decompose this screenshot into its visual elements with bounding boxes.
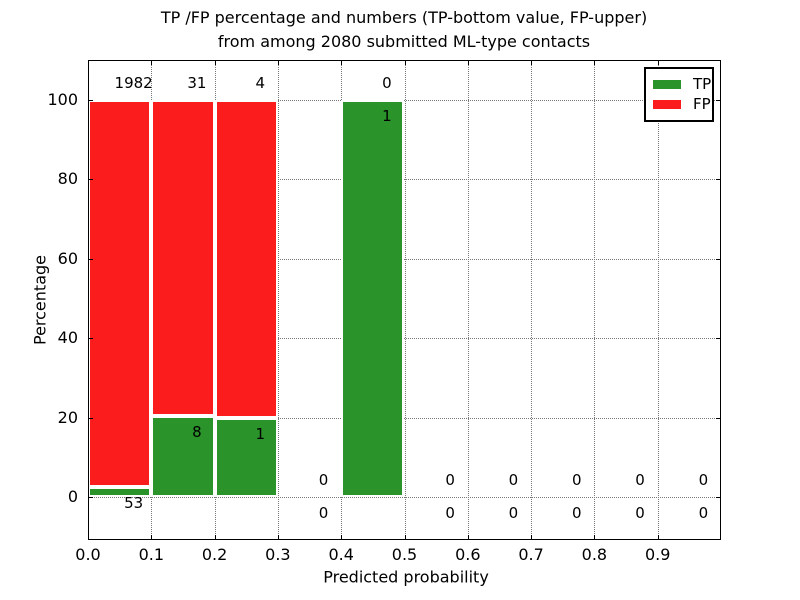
fp-bar: [214, 99, 278, 418]
tp-bar: [151, 415, 215, 498]
fp-bar: [151, 99, 215, 416]
y-tick-right: [716, 338, 721, 340]
x-tick: [277, 535, 279, 540]
x-gridline: [467, 60, 469, 540]
x-tick-label: 0.6: [455, 545, 481, 564]
legend-item-tp: TP: [653, 74, 711, 94]
fp-bar: [88, 99, 152, 487]
y-tick: [88, 497, 93, 499]
x-tick-label: 0.5: [391, 545, 418, 564]
x-gridline: [531, 60, 533, 540]
chart-title-line1: TP /FP percentage and numbers (TP-bottom…: [160, 8, 648, 27]
y-tick-right: [716, 417, 721, 419]
legend: TP FP: [644, 67, 714, 122]
tp-count-label: 0: [571, 503, 582, 522]
x-tick: [88, 535, 89, 540]
y-tick: [88, 179, 93, 181]
x-tick-top: [151, 60, 153, 65]
y-tick-label: 0: [67, 487, 78, 507]
x-gridline: [657, 60, 659, 540]
tp-bar: [214, 417, 278, 498]
x-tick-label: 0.9: [644, 545, 671, 564]
tp-count-label: 0: [508, 503, 519, 522]
x-tick-label: 0.2: [201, 545, 228, 564]
tp-color-swatch: [653, 79, 681, 89]
chart-title: TP /FP percentage and numbers (TP-bottom…: [161, 6, 647, 54]
y-tick-right: [716, 99, 721, 101]
x-tick: [531, 535, 533, 540]
x-tick-top: [341, 60, 343, 65]
fp-count-label: 0: [508, 471, 519, 490]
tp-count-label: 0: [445, 503, 455, 522]
y-tick: [88, 417, 93, 419]
y-tick-right: [716, 497, 721, 499]
x-tick-label: 0.8: [581, 545, 608, 564]
fp-count-label: 4: [255, 74, 266, 93]
plot-area: [88, 60, 721, 540]
legend-item-fp: FP: [653, 94, 711, 114]
fp-color-swatch: [653, 99, 681, 109]
x-tick-top: [467, 60, 469, 65]
fp-count-label: 0: [571, 471, 582, 490]
tp-count-label: 8: [192, 422, 202, 441]
tp-bar: [341, 99, 405, 498]
y-tick: [88, 258, 93, 260]
x-gridline: [594, 60, 596, 540]
tp-count-label: 1: [255, 424, 266, 443]
fp-count-label: 1982: [114, 74, 153, 93]
x-tick-label: 0.7: [518, 545, 544, 564]
fp-count-label: 0: [382, 74, 392, 93]
tp-count-label: 1: [382, 106, 392, 125]
fp-count-label: 31: [187, 74, 207, 93]
y-tick-right: [716, 258, 721, 260]
x-tick: [467, 535, 469, 540]
x-tick: [657, 535, 659, 540]
x-tick-top: [531, 60, 533, 65]
y-tick-label: 100: [47, 89, 78, 109]
x-tick: [341, 535, 343, 540]
y-tick: [88, 338, 93, 340]
x-tick-label: 0.3: [265, 545, 291, 564]
chart-title-line2: from among 2080 submitted ML-type contac…: [217, 32, 591, 51]
fp-count-label: 0: [698, 471, 709, 490]
x-tick-top: [404, 60, 406, 65]
legend-label-fp: FP: [693, 95, 711, 113]
x-tick-top: [277, 60, 279, 65]
y-tick-label: 40: [57, 328, 78, 348]
legend-label-tp: TP: [693, 75, 712, 93]
fp-count-label: 0: [318, 471, 329, 490]
x-tick-label: 0.4: [328, 545, 354, 564]
tp-count-label: 0: [635, 503, 645, 522]
x-tick-top: [594, 60, 596, 65]
x-axis-label: Predicted probability: [323, 567, 489, 587]
y-tick-label: 20: [57, 407, 78, 427]
x-tick: [594, 535, 596, 540]
x-tick: [214, 535, 216, 540]
y-tick-label: 80: [57, 169, 78, 189]
fp-count-label: 0: [445, 471, 455, 490]
x-gridline: [404, 60, 406, 540]
x-tick-label: 0.0: [75, 545, 101, 564]
x-tick-top: [214, 60, 216, 65]
x-tick-top: [88, 60, 89, 65]
x-tick-top: [657, 60, 659, 65]
y-tick-right: [716, 179, 721, 181]
x-gridline: [277, 60, 279, 540]
y-tick-label: 60: [57, 248, 78, 268]
tp-bar: [88, 486, 152, 498]
tp-count-label: 0: [318, 503, 329, 522]
x-tick: [151, 535, 153, 540]
x-tick-label: 0.1: [138, 545, 165, 564]
fp-count-label: 0: [635, 471, 645, 490]
tp-count-label: 0: [698, 503, 709, 522]
tp-count-label: 53: [124, 493, 144, 512]
x-tick: [404, 535, 406, 540]
y-tick: [88, 99, 93, 101]
